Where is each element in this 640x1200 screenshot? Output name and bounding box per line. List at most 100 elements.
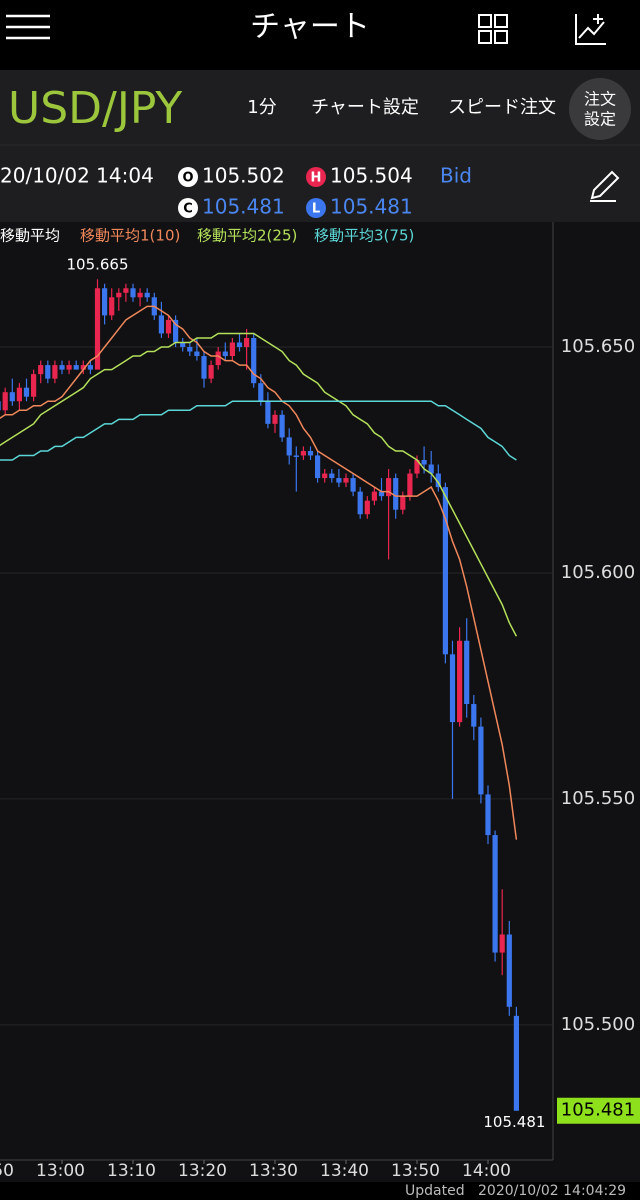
layout-button[interactable]: [478, 14, 508, 44]
candle-body: [506, 934, 512, 1007]
candle-body: [173, 319, 179, 343]
candle-body: [307, 450, 314, 456]
candle-body: [236, 342, 243, 348]
candle-body: [442, 487, 448, 655]
legend-entry: 移動平均3(75): [314, 227, 414, 245]
candle-body: [265, 401, 271, 424]
speed-order-button[interactable]: スピード注文: [448, 97, 556, 118]
info-close: 105.481: [202, 195, 285, 219]
interval-button[interactable]: 1分: [247, 97, 276, 118]
high-icon: [306, 167, 326, 187]
candle-body: [329, 473, 335, 479]
legend-title: 移動平均: [0, 227, 60, 245]
candle-body: [293, 455, 299, 457]
y-tick-label: 105.650: [561, 336, 635, 357]
plot-area: [0, 279, 553, 1111]
icon-axes: [575, 14, 606, 45]
candle-body: [513, 1015, 519, 1111]
pencil-icon: [590, 170, 620, 200]
candle-body: [471, 704, 477, 727]
indicator-button[interactable]: [575, 14, 606, 45]
x-tick-label: 13:30: [249, 1161, 298, 1181]
candle-body: [478, 726, 484, 795]
candle-body: [66, 365, 72, 370]
symbol[interactable]: USD/JPY: [8, 83, 182, 134]
info-open: 105.502: [202, 164, 285, 188]
candle-body: [52, 365, 58, 379]
chart-settings-button[interactable]: チャート設定: [311, 97, 419, 118]
candle-body: [336, 478, 342, 483]
candle-body: [350, 478, 356, 492]
candle-body: [393, 478, 399, 510]
header-bg: [0, 0, 640, 70]
order-settings-button[interactable]: [569, 78, 631, 140]
footer-timestamp: 2020/10/02 14:04:29: [478, 1183, 626, 1199]
high-label: 105.665: [66, 256, 128, 274]
candle-body: [357, 491, 363, 515]
x-tick-label: 50: [0, 1161, 14, 1181]
candle-body: [9, 392, 15, 402]
candle-body: [215, 351, 221, 366]
candle-body: [457, 640, 463, 723]
candle-body: [485, 794, 491, 836]
candle-body: [31, 374, 37, 397]
x-tick-label: 13:50: [391, 1161, 440, 1181]
legend-entry: 移動平均1(10): [80, 227, 180, 245]
edit-button[interactable]: [590, 170, 620, 202]
candle-body: [116, 292, 122, 298]
last-price-badge: [557, 1097, 640, 1124]
candle-body: [449, 654, 456, 723]
open-icon: [178, 167, 198, 187]
candle-body: [464, 640, 470, 705]
candle-body: [322, 473, 328, 479]
x-tick-label: 13:40: [320, 1161, 369, 1181]
candle-body: [137, 292, 143, 298]
candle-body: [343, 478, 349, 483]
icon-cell: [494, 14, 508, 28]
order-settings-label: 注文: [584, 90, 616, 109]
candle-body: [414, 459, 420, 474]
close-icon: [178, 198, 198, 218]
candle-body: [407, 473, 413, 497]
candle-body: [130, 288, 136, 298]
moving-average-line: [0, 332, 518, 637]
info-low: 105.481: [330, 195, 413, 219]
candle-body: [16, 387, 22, 402]
menu-button[interactable]: [6, 14, 50, 40]
low-icon: [306, 198, 326, 218]
chart-bg: [0, 222, 640, 1182]
info-datetime: 20/10/02 14:04: [0, 164, 154, 188]
toolbar-bg: [0, 70, 640, 222]
legend-entry: 移動平均2(25): [197, 227, 297, 245]
candle-body: [165, 319, 172, 334]
candle-body: [315, 455, 321, 479]
candle-body: [279, 414, 285, 438]
candle-body: [38, 365, 44, 375]
candle-body: [492, 835, 498, 953]
y-tick-label: 105.600: [561, 562, 635, 583]
candle-body: [435, 473, 441, 488]
candle-body: [144, 292, 150, 298]
candle-body: [180, 342, 186, 348]
y-tick-label: 105.550: [561, 788, 635, 809]
candle-body: [87, 365, 93, 370]
last-price-badge-label: 105.481: [561, 1100, 635, 1121]
x-tick-label: 13:20: [178, 1161, 227, 1181]
candle-body: [0, 401, 1, 411]
candle-body: [2, 392, 8, 411]
moving-average-line: [0, 400, 517, 461]
close-icon-letter: C: [183, 202, 193, 217]
candle-body: [428, 464, 434, 474]
candle-body: [386, 478, 392, 497]
candle-body: [272, 414, 278, 424]
candle-body: [23, 387, 30, 397]
candle-body: [187, 347, 193, 352]
candle-body: [222, 351, 228, 357]
x-tick-label: 14:00: [462, 1161, 511, 1181]
order-settings-label: 設定: [584, 110, 616, 129]
info-side[interactable]: Bid: [440, 164, 472, 188]
candle-body: [300, 450, 306, 456]
icon-cell: [494, 30, 508, 44]
